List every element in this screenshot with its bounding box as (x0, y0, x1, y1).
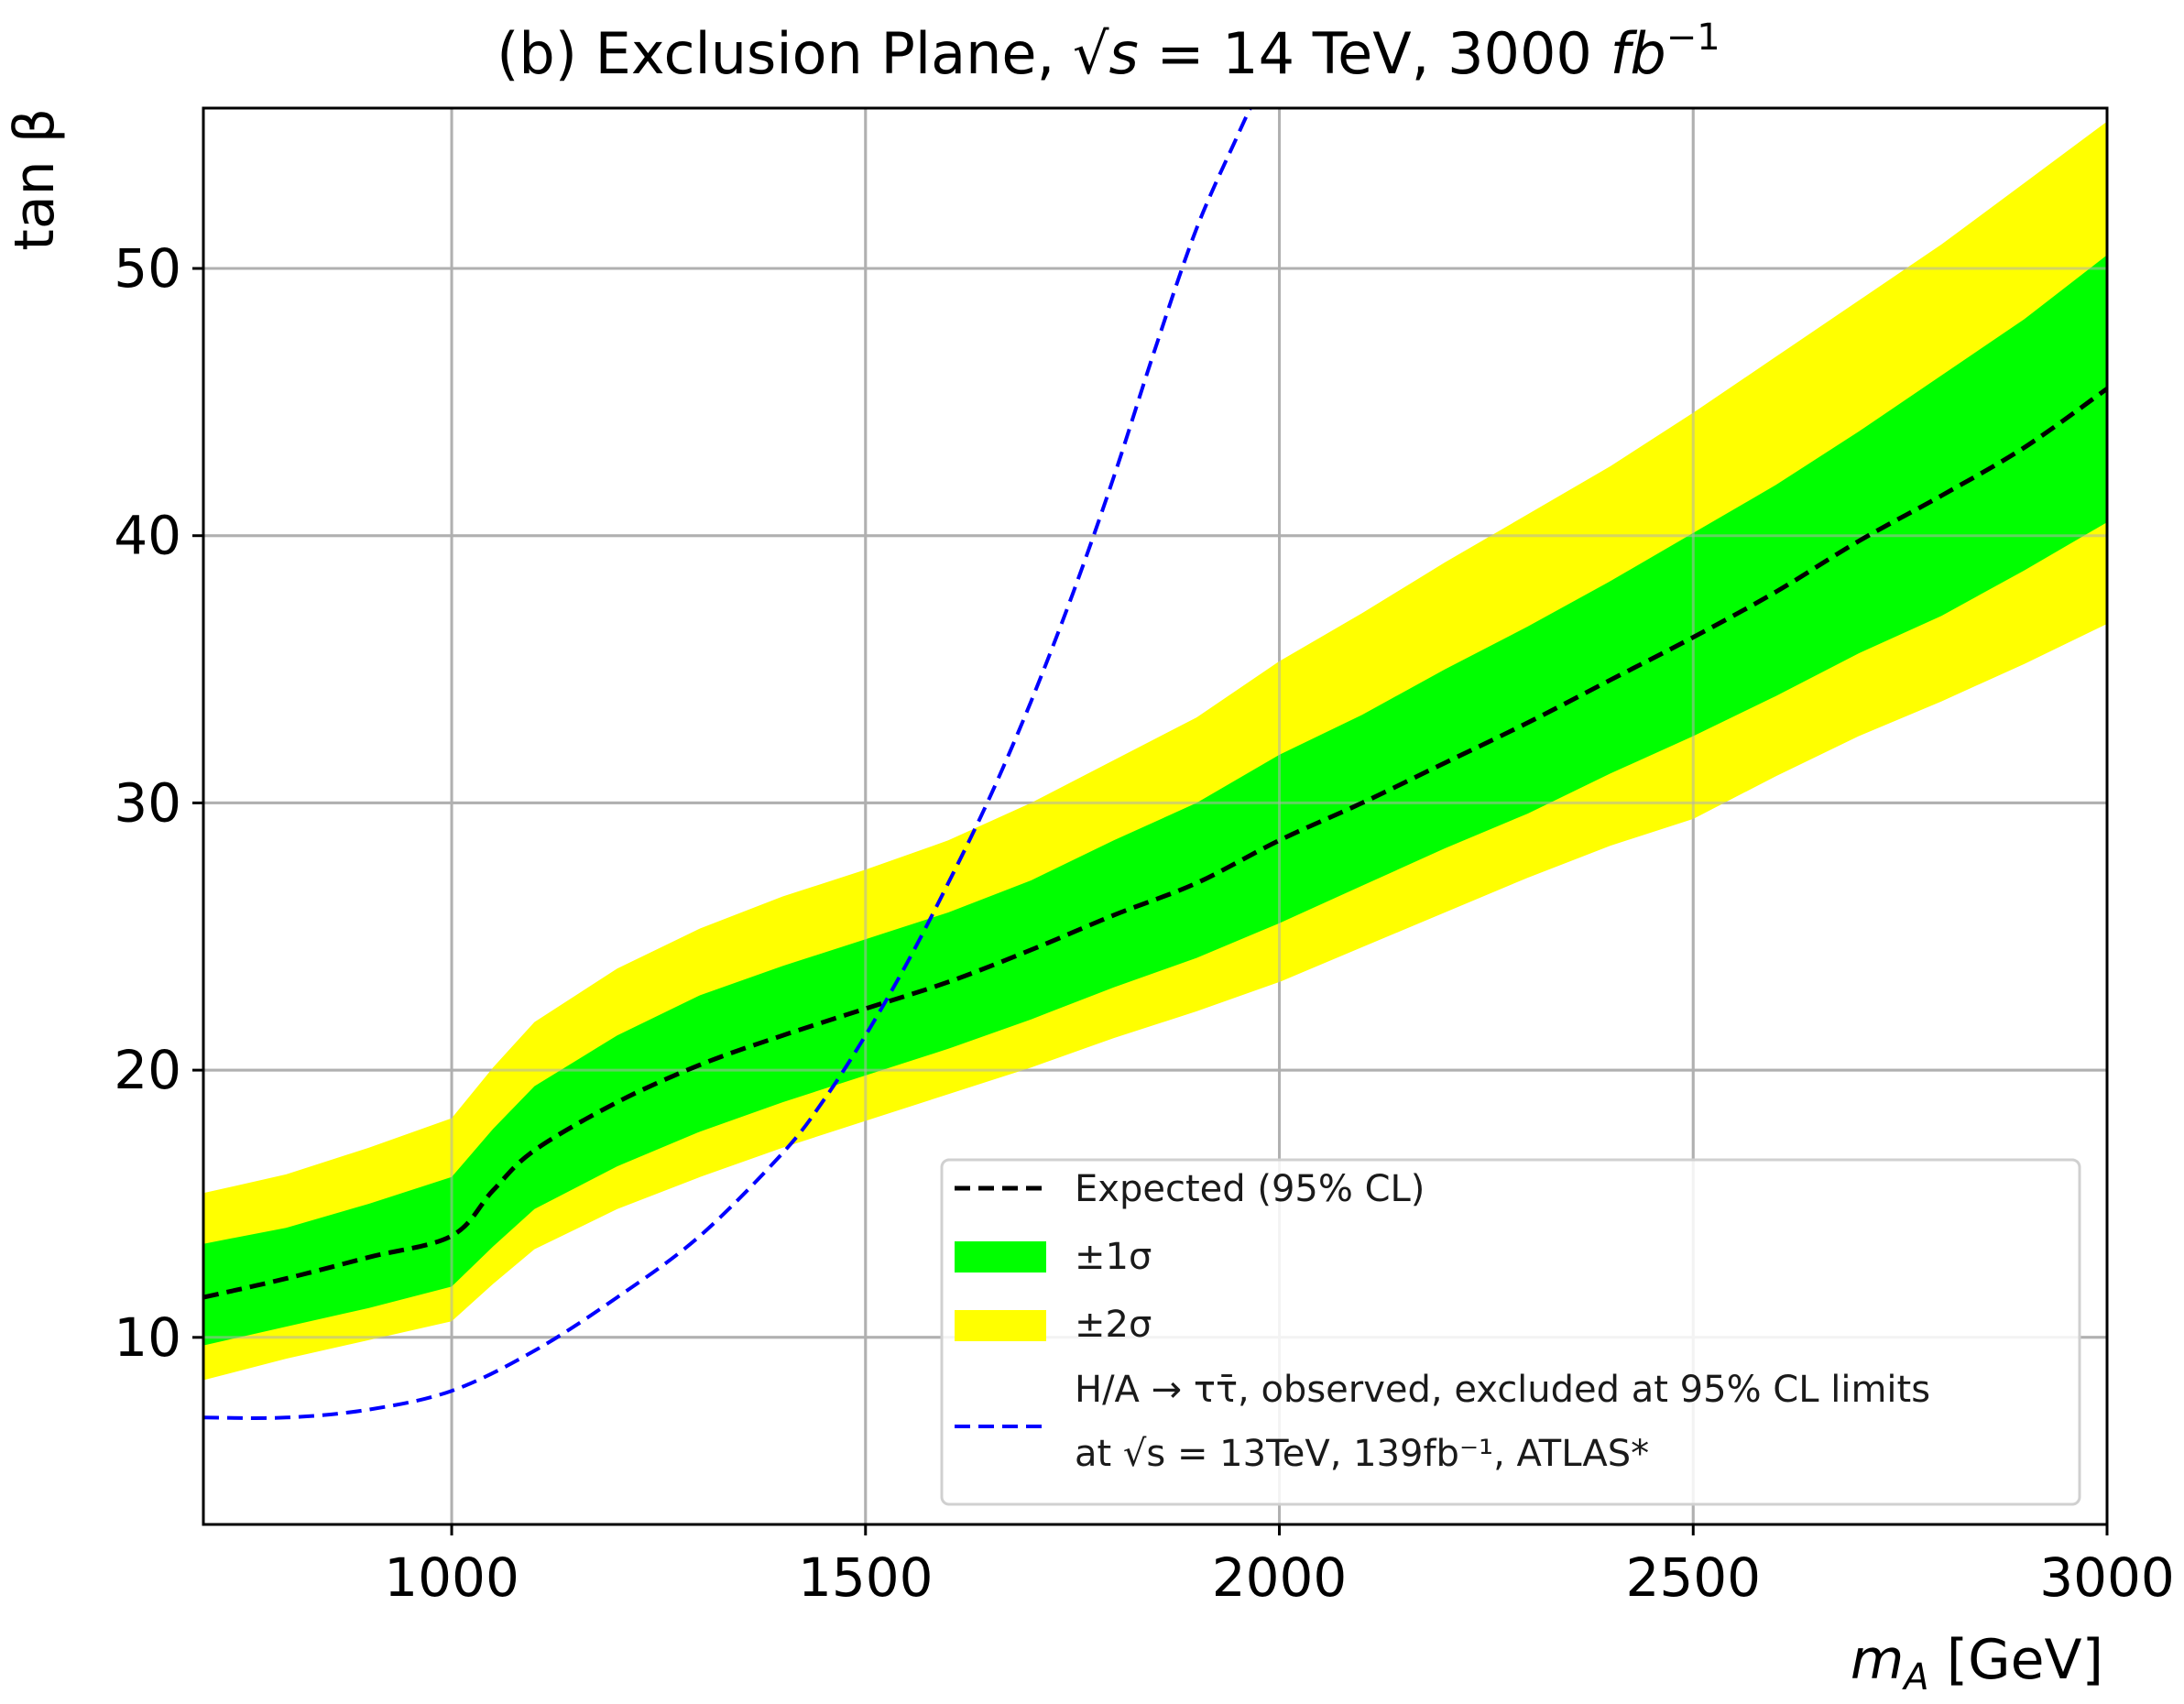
legend: Expected (95% CL) ±1σ ±2σ H/A → ττ̄, obs… (940, 1158, 2081, 1506)
y-tick-label-20: 20 (114, 1039, 181, 1101)
legend-two-sigma-label: ±2σ (1075, 1304, 1152, 1346)
chart-title-eq: = 14 TeV, 3000 (1139, 20, 1611, 87)
chart-title-s: s (1109, 20, 1139, 87)
legend-expected-label: Expected (95% CL) (1075, 1168, 1425, 1210)
x-tick-label-2500: 2500 (1625, 1546, 1761, 1609)
atlas-observed-line (203, 108, 1252, 1420)
legend-atlas-label-line2: at √s = 13TeV, 139fb⁻¹, ATLAS* (1075, 1433, 1649, 1475)
chart-title: (b) Exclusion Plane, √s = 14 TeV, 3000 f… (497, 16, 1720, 87)
legend-one-sigma-swatch (955, 1241, 1046, 1273)
y-axis-ticks: 10 20 30 40 50 (114, 237, 203, 1369)
legend-atlas-label-line1: H/A → ττ̄, observed, excluded at 95% CL … (1075, 1369, 1930, 1411)
y-tick-label-50: 50 (114, 237, 181, 300)
plot-frame (202, 106, 2109, 1526)
x-axis-label: mA [GeV] (1851, 1628, 2103, 1699)
chart-title-sqrt: √ (1073, 20, 1109, 87)
y-tick-label-10: 10 (114, 1306, 181, 1369)
chart-title-prefix: (b) Exclusion Plane, (497, 20, 1073, 87)
x-axis-ticks: 1000 1500 2000 2500 3000 (384, 1524, 2175, 1609)
y-tick-label-40: 40 (114, 505, 181, 567)
y-axis-label: tan β (3, 108, 67, 251)
legend-frame (940, 1158, 2081, 1506)
chart-title-exponent: −1 (1666, 16, 1720, 59)
legend-two-sigma-swatch (955, 1310, 1046, 1341)
x-tick-label-3000: 3000 (2039, 1546, 2175, 1609)
legend-one-sigma-label: ±1σ (1075, 1236, 1152, 1278)
x-tick-label-1000: 1000 (384, 1546, 519, 1609)
one-sigma-band (203, 255, 2107, 1346)
x-axis-label-sub: A (1901, 1656, 1928, 1699)
y-tick-label-30: 30 (114, 771, 181, 834)
bands (203, 121, 2107, 1381)
chart-title-unit: fb (1611, 20, 1666, 87)
x-axis-label-rest: [GeV] (1929, 1628, 2103, 1692)
x-tick-label-2000: 2000 (1212, 1546, 1348, 1609)
x-tick-label-1500: 1500 (798, 1546, 934, 1609)
x-axis-label-m: m (1851, 1628, 1904, 1692)
lines (203, 108, 2107, 1420)
